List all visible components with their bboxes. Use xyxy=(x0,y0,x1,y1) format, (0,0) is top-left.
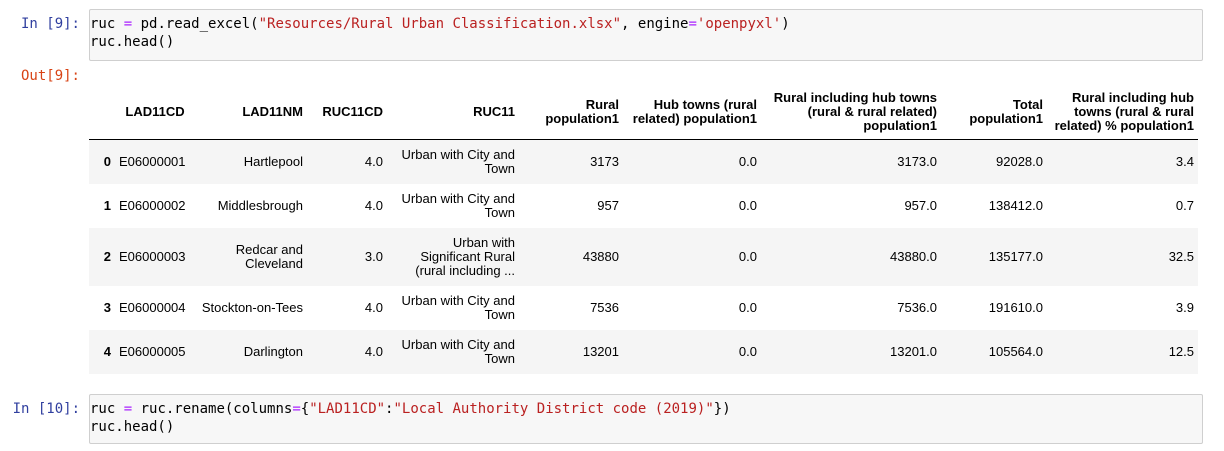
table-cell: 32.5 xyxy=(1168,248,1194,264)
table-cell: 43880.0 xyxy=(890,248,937,264)
table-cell: Stockton-on-Tees xyxy=(201,299,303,315)
table-cell: E06000004 xyxy=(119,299,186,315)
column-header: LAD11CD xyxy=(115,85,195,140)
table-cell: E06000005 xyxy=(119,343,186,359)
code-cell-10[interactable]: ruc = ruc.rename(columns={"LAD11CD":"Loc… xyxy=(89,394,1203,444)
table-row: 0 E06000001 Hartlepool 4.0 Urban with Ci… xyxy=(89,139,1198,184)
row-index: 2 xyxy=(103,249,111,264)
table-cell: E06000001 xyxy=(119,153,186,169)
table-cell: 13201 xyxy=(582,343,619,359)
row-index: 3 xyxy=(103,300,111,315)
column-header: Rural population1 xyxy=(519,85,623,140)
header-row: LAD11CD LAD11NM RUC11CD RUC11 Rural popu… xyxy=(89,85,1198,140)
row-index: 1 xyxy=(103,198,111,213)
table-cell: 0.0 xyxy=(738,248,757,264)
table-cell: 7536 xyxy=(590,299,619,315)
column-header: LAD11NM xyxy=(195,85,307,140)
table-cell: Urban with City and Town xyxy=(401,146,515,176)
code-line: ruc.head() xyxy=(90,34,175,50)
table-cell: 3173.0 xyxy=(897,153,937,169)
table-cell: 105564.0 xyxy=(988,343,1043,359)
code-line: ruc.head() xyxy=(90,419,175,435)
table-cell: Urban with City and Town xyxy=(401,190,515,220)
row-index: 0 xyxy=(103,154,111,170)
table-cell: 0.7 xyxy=(1175,197,1194,213)
table-cell: 4.0 xyxy=(364,299,383,315)
table-row: 1 E06000002 Middlesbrough 4.0 Urban with… xyxy=(89,184,1198,228)
table-cell: 4.0 xyxy=(364,343,383,359)
table-cell: 191610.0 xyxy=(988,299,1043,315)
table-cell: 0.0 xyxy=(738,153,757,169)
column-header: RUC11 xyxy=(387,85,519,140)
table-cell: 957.0 xyxy=(904,197,937,213)
table-cell: Redcar and Cleveland xyxy=(235,241,303,271)
dataframe-table: LAD11CD LAD11NM RUC11CD RUC11 Rural popu… xyxy=(89,85,1198,374)
table-cell: 135177.0 xyxy=(988,248,1043,264)
table-cell: 92028.0 xyxy=(996,153,1043,169)
table-cell: 0.0 xyxy=(738,197,757,213)
table-row: 2 E06000003 Redcar and Cleveland 3.0 Urb… xyxy=(89,227,1198,286)
table-cell: 138412.0 xyxy=(988,197,1043,213)
table-cell: Urban with Significant Rural (rural incl… xyxy=(415,234,515,278)
table-cell: Darlington xyxy=(243,343,303,359)
table-cell: 3.9 xyxy=(1175,299,1194,315)
column-header: Rural including hub towns (rural & rural… xyxy=(1047,85,1198,140)
column-header: Hub towns (rural related) population1 xyxy=(623,85,761,140)
table-cell: 3173 xyxy=(590,153,619,169)
table-row: 3 E06000004 Stockton-on-Tees 4.0 Urban w… xyxy=(89,286,1198,330)
table-cell: 43880 xyxy=(582,248,619,264)
table-cell: E06000003 xyxy=(119,248,186,264)
table-cell: 4.0 xyxy=(364,153,383,169)
input-prompt-9: In [9]: xyxy=(20,16,80,32)
table-row: 4 E06000005 Darlington 4.0 Urban with Ci… xyxy=(89,329,1198,374)
code-cell-9[interactable]: ruc = pd.read_excel("Resources/Rural Urb… xyxy=(89,9,1203,61)
table-cell: Urban with City and Town xyxy=(401,292,515,322)
table-cell: 12.5 xyxy=(1168,343,1194,359)
table-cell: 957 xyxy=(597,197,619,213)
table-cell: 4.0 xyxy=(364,197,383,213)
table-cell: 3.0 xyxy=(364,248,383,264)
table-cell: 13201.0 xyxy=(890,343,937,359)
column-header-index xyxy=(89,85,115,140)
code-line: ruc = ruc.rename(columns={"LAD11CD":"Loc… xyxy=(90,401,731,417)
table-cell: Hartlepool xyxy=(243,153,303,169)
row-index: 4 xyxy=(103,344,111,359)
table-cell: Urban with City and Town xyxy=(401,336,515,366)
code-line: ruc = pd.read_excel("Resources/Rural Urb… xyxy=(90,16,790,32)
table-cell: 0.0 xyxy=(738,343,757,359)
output-prompt-9: Out[9]: xyxy=(20,68,80,84)
table-cell: 3.4 xyxy=(1175,153,1194,169)
input-prompt-10: In [10]: xyxy=(12,401,80,417)
table-cell: Middlesbrough xyxy=(217,197,303,213)
column-header: Total population1 xyxy=(941,85,1047,140)
column-header: Rural including hub towns (rural & rural… xyxy=(761,85,941,140)
table-cell: 0.0 xyxy=(738,299,757,315)
table-cell: E06000002 xyxy=(119,197,186,213)
table-cell: 7536.0 xyxy=(897,299,937,315)
column-header: RUC11CD xyxy=(307,85,387,140)
